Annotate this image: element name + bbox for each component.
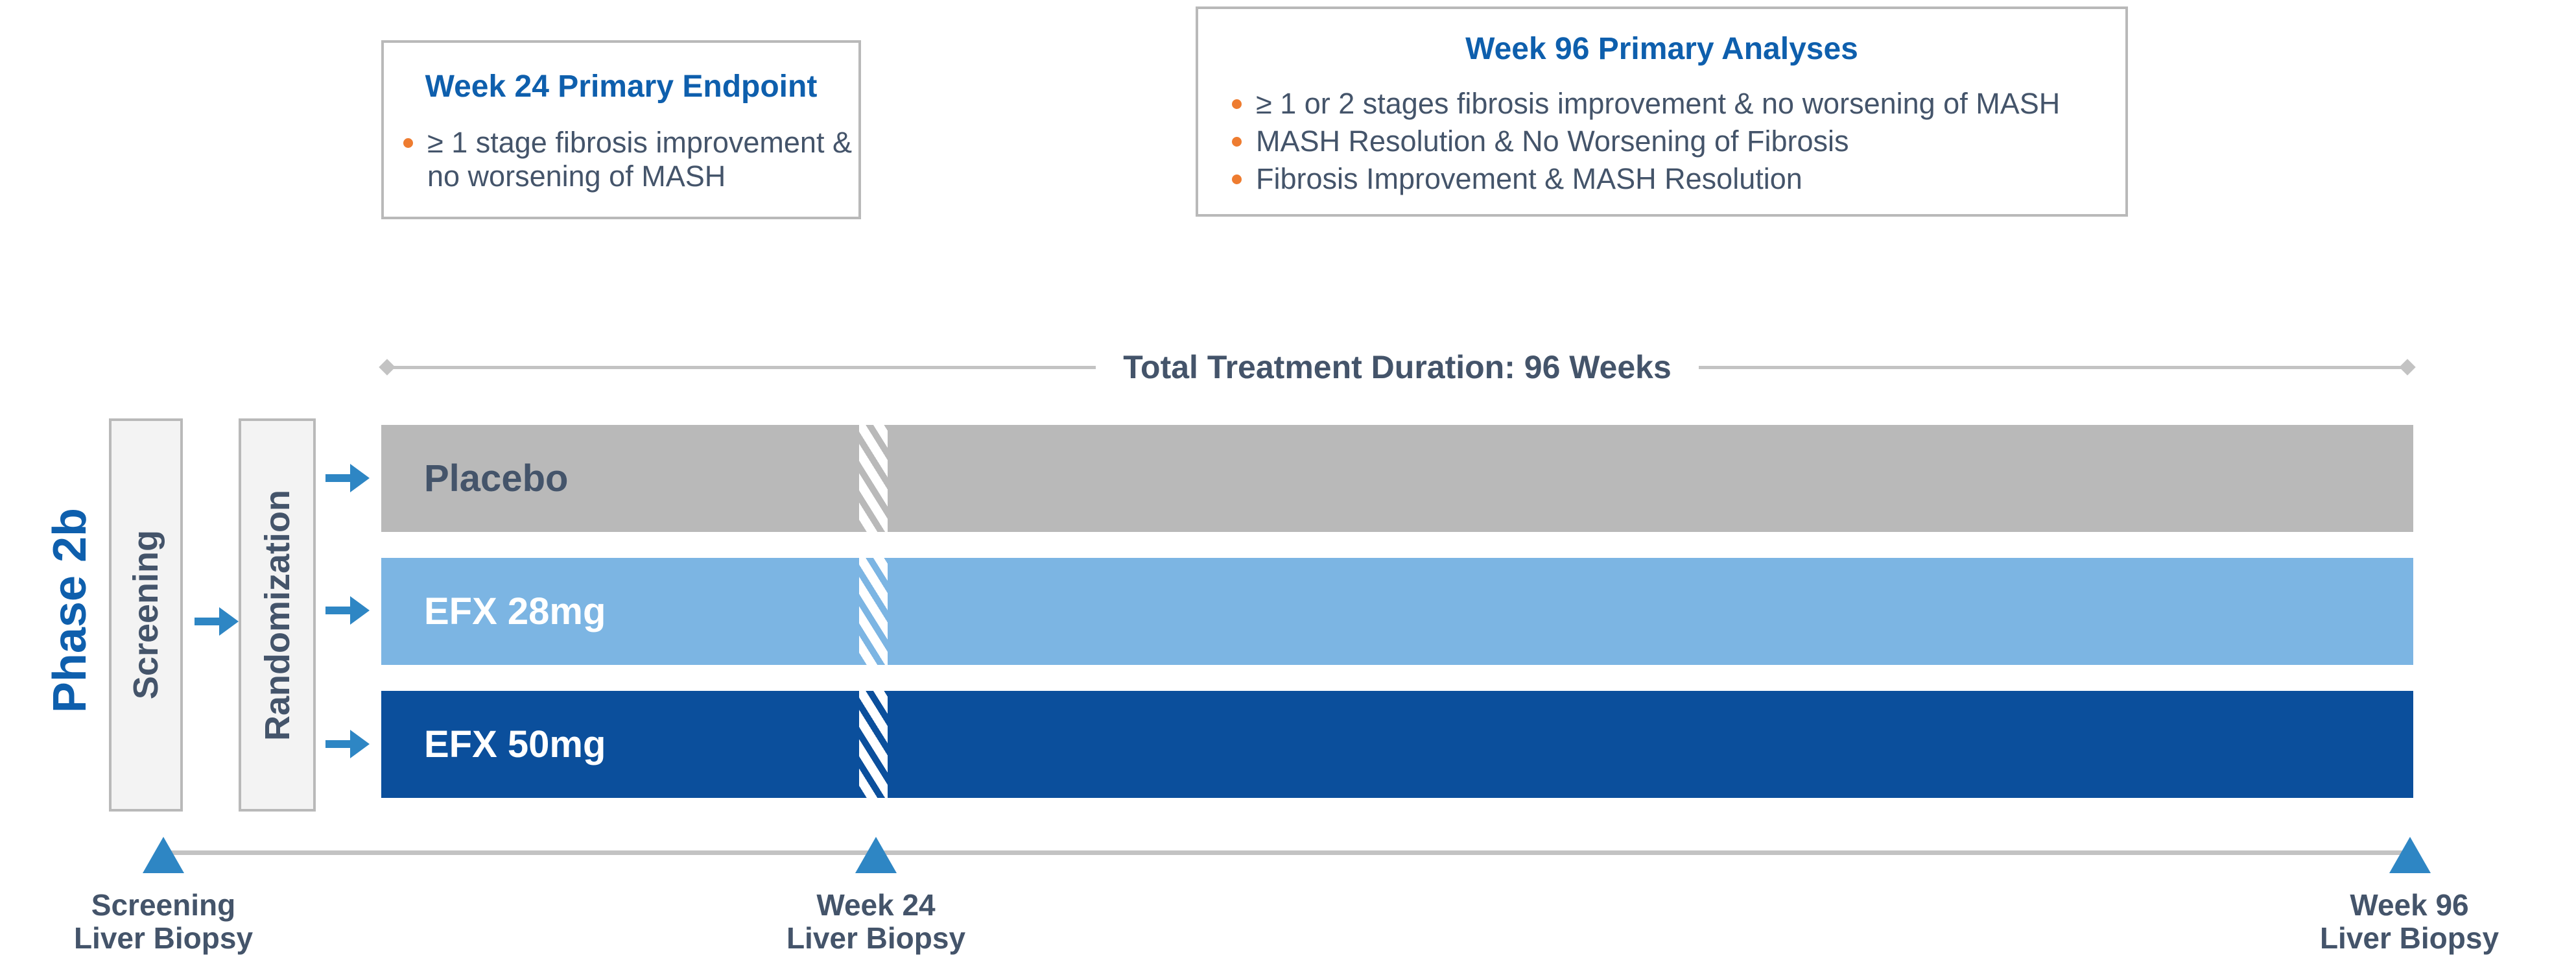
biopsy-marker-icon: [143, 837, 184, 873]
bullet-icon: [1232, 137, 1242, 147]
phase-label-text: Phase 2b: [44, 507, 96, 714]
week24-endpoint-box: Week 24 Primary Endpoint ≥ 1 stage fibro…: [381, 40, 861, 219]
diamond-right-icon: [2399, 359, 2416, 376]
arm-label: Placebo: [424, 457, 569, 500]
timeline-label-line1: Week 24: [816, 888, 936, 922]
timeline-label-screening: Screening Liver Biopsy: [21, 889, 306, 955]
week24-box-title: Week 24 Primary Endpoint: [425, 69, 818, 104]
arm-bar-efx28: EFX 28mg: [381, 558, 2413, 665]
week96-bullet-list: ≥ 1 or 2 stages fibrosis improvement & n…: [1232, 87, 2125, 196]
week24-bullet-list: ≥ 1 stage fibrosis improvement & no wors…: [403, 126, 858, 193]
bullet-icon: [1232, 175, 1242, 184]
arrow-right-icon: [325, 464, 370, 492]
bullet-text: ≥ 1 stage fibrosis improvement & no wors…: [427, 126, 852, 193]
bullet-text: Fibrosis Improvement & MASH Resolution: [1256, 162, 1802, 195]
week96-box-title: Week 96 Primary Analyses: [1465, 32, 1858, 66]
duration-label: Total Treatment Duration: 96 Weeks: [1123, 349, 1672, 385]
list-item: MASH Resolution & No Worsening of Fibros…: [1232, 125, 2125, 158]
duration-line-left: [393, 365, 1096, 369]
timeline-label-line2: Liver Biopsy: [2319, 921, 2499, 955]
list-item: ≥ 1 or 2 stages fibrosis improvement & n…: [1232, 87, 2125, 121]
timeline-label-line1: Screening: [91, 888, 236, 922]
timeline-label-week96: Week 96 Liver Biopsy: [2267, 889, 2552, 955]
arrow-right-icon: [325, 596, 370, 625]
week96-analyses-box: Week 96 Primary Analyses ≥ 1 or 2 stages…: [1196, 6, 2128, 217]
arrow-right-icon: [325, 730, 370, 758]
list-item: Fibrosis Improvement & MASH Resolution: [1232, 162, 2125, 196]
timeline-label-line2: Liver Biopsy: [786, 921, 966, 955]
list-item: ≥ 1 stage fibrosis improvement & no wors…: [403, 126, 858, 193]
biopsy-marker-icon: [2389, 837, 2431, 873]
arm-label: EFX 50mg: [424, 723, 606, 765]
timeline-label-week24: Week 24 Liver Biopsy: [733, 889, 1019, 955]
arm-bar-efx50: EFX 50mg: [381, 691, 2413, 798]
randomization-box: Randomization: [239, 418, 316, 812]
biopsy-marker-icon: [855, 837, 897, 873]
arm-label: EFX 28mg: [424, 590, 606, 632]
bullet-text: ≥ 1 or 2 stages fibrosis improvement & n…: [1256, 87, 2061, 120]
phase-label: Phase 2b: [36, 508, 104, 713]
randomization-label: Randomization: [257, 489, 297, 741]
timeline-label-line2: Liver Biopsy: [73, 921, 254, 955]
timeline-axis: [163, 850, 2410, 855]
bullet-icon: [1232, 99, 1242, 109]
arm-bar-placebo: Placebo: [381, 425, 2413, 532]
bullet-text: MASH Resolution & No Worsening of Fibros…: [1256, 125, 1849, 158]
timeline-label-line1: Week 96: [2350, 888, 2469, 922]
arrow-right-icon: [195, 607, 239, 636]
screening-box: Screening: [109, 418, 183, 812]
diamond-left-icon: [379, 359, 396, 376]
bullet-icon: [403, 138, 413, 148]
duration-line-right: [1698, 365, 2402, 369]
week24-break-hatch: [859, 558, 888, 665]
duration-header: Total Treatment Duration: 96 Weeks: [379, 349, 2416, 385]
screening-label: Screening: [126, 530, 165, 700]
week24-break-hatch: [859, 691, 888, 798]
week24-break-hatch: [859, 425, 888, 532]
